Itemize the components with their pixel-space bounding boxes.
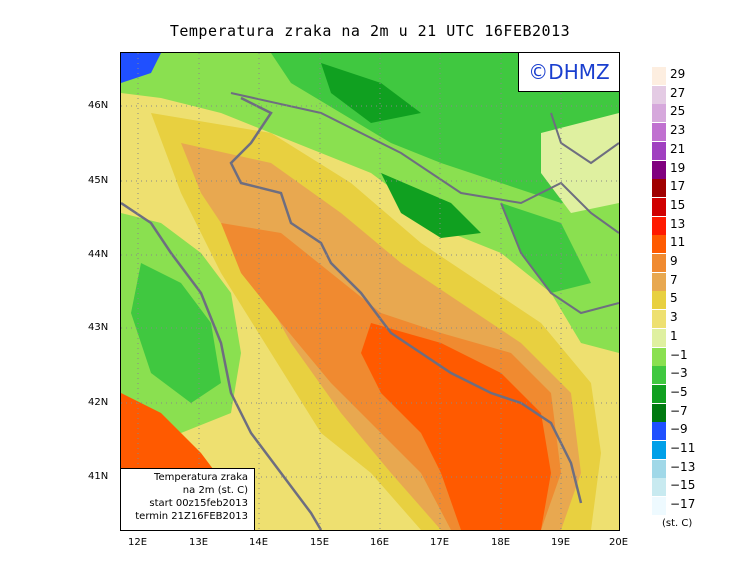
lat-label-42n: 42N [88,397,109,408]
legend-label: −11 [670,441,696,455]
legend-label: 29 [670,67,686,81]
legend-swatch [652,197,666,216]
legend-swatch [652,422,666,441]
lat-label-46n: 46N [88,100,109,111]
legend-label: 13 [670,216,686,231]
legend-label: 7 [670,272,678,287]
legend-swatch [652,310,666,329]
legend-swatch [652,459,666,478]
map-title: Temperatura zraka na 2m u 21 UTC 16FEB20… [169,22,571,40]
lon-label-12e: 12E [128,537,148,548]
legend-label: −3 [670,366,688,381]
legend-swatch [652,216,666,235]
legend-label: −5 [670,384,688,399]
legend-label: −17 [670,497,696,512]
lat-label-43n: 43N [88,322,109,333]
legend-swatch [652,347,666,366]
lon-label-20e: 20E [609,537,629,548]
lon-label-14e: 14E [249,537,269,548]
legend-swatch [652,291,666,310]
dhmz-logo: ©DHMZ [518,53,619,92]
legend-label: 15 [670,197,686,212]
legend-label: 1 [670,328,678,343]
legend-label: 3 [670,310,678,325]
legend-unit: (st. C) [662,518,693,529]
legend-swatch [652,254,666,272]
legend-label: 25 [670,104,686,119]
lon-label-19e: 19E [551,537,571,548]
lat-label-41n: 41N [88,471,109,482]
legend-swatch [652,384,666,403]
temperature-field [121,53,619,530]
legend-swatch [652,272,666,291]
legend-label: 19 [670,160,686,175]
legend-label: −7 [670,403,688,418]
legend-swatch [652,85,666,104]
legend-swatch [652,366,666,385]
legend-swatch [652,104,666,123]
lon-label-18e: 18E [491,537,511,548]
info-line-2: na 2m (st. C) [182,485,248,496]
lat-label-45n: 45N [88,175,109,186]
legend-swatch [652,478,666,497]
legend-label: 23 [670,123,686,138]
legend-swatch [652,235,666,254]
legend-label: 5 [670,291,678,306]
legend-swatch [652,160,666,179]
lat-label-44n: 44N [88,249,109,260]
legend-label: 21 [670,141,686,156]
info-box: Temperatura zraka na 2m (st. C) start 00… [121,468,255,530]
legend-swatch [652,123,666,142]
legend-label: −13 [670,459,696,474]
info-line-3: start 00z15feb2013 [149,498,248,509]
legend-label: 11 [670,235,686,250]
legend-swatch [652,497,666,516]
legend-label: −1 [670,347,688,362]
lon-label-15e: 15E [310,537,330,548]
legend-swatch [652,403,666,422]
lon-label-17e: 17E [430,537,450,548]
legend-swatch [652,67,666,85]
info-line-1: Temperatura zraka [154,472,248,483]
legend-label: 17 [670,179,686,194]
legend-label: 27 [670,85,686,100]
info-line-4: termin 21Z16FEB2013 [135,511,248,522]
lon-label-13e: 13E [189,537,209,548]
legend-label: −15 [670,478,696,493]
legend-swatch [652,441,666,459]
legend-swatch [652,141,666,160]
legend-swatch [652,328,666,347]
legend-swatch [652,179,666,198]
legend-label: −9 [670,422,688,437]
lon-label-16e: 16E [370,537,390,548]
temperature-map: ©DHMZ Temperatura zraka na 2m (st. C) st… [120,52,620,531]
legend-label: 9 [670,254,678,268]
